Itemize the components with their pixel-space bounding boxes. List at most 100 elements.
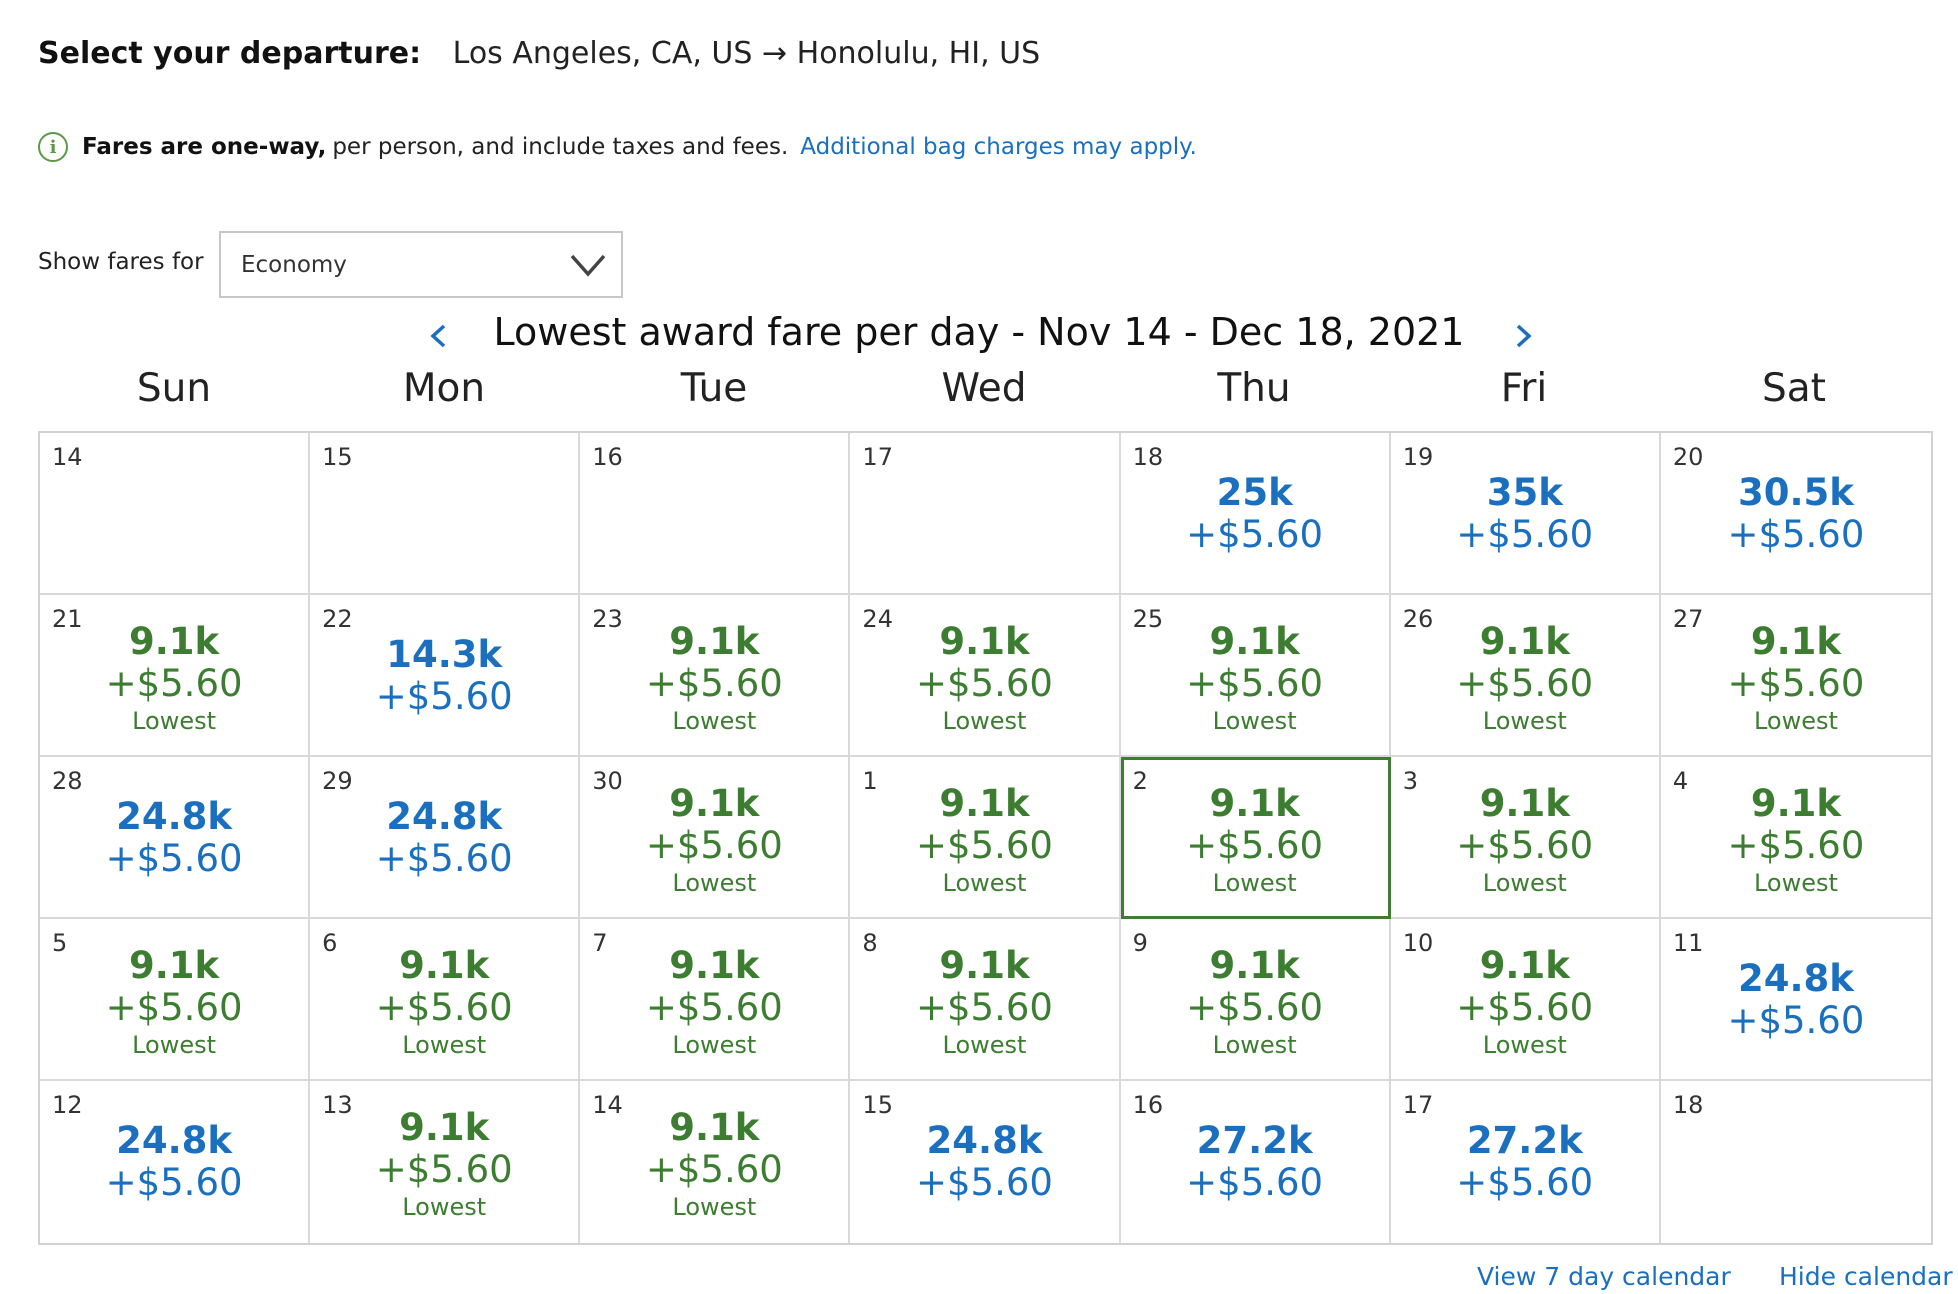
- calendar-day-cell[interactable]: 7 9.1k +$5.60 Lowest: [580, 919, 851, 1081]
- fare: 24.8k +$5.60: [850, 1120, 1118, 1204]
- fare-tax: +$5.60: [375, 986, 513, 1029]
- calendar-day-cell[interactable]: 16 27.2k +$5.60: [1121, 1081, 1391, 1243]
- fare-miles: 9.1k: [669, 1106, 760, 1149]
- fare-info-note: i Fares are one-way, per person, and inc…: [38, 132, 1197, 162]
- calendar-day-cell[interactable]: 26 9.1k +$5.60 Lowest: [1390, 595, 1661, 757]
- calendar-day-cell[interactable]: 5 9.1k +$5.60 Lowest: [40, 919, 311, 1081]
- calendar-day-cell[interactable]: 17 27.2k +$5.60: [1391, 1081, 1661, 1243]
- fare-miles: 9.1k: [939, 944, 1030, 987]
- calendar-day-cell[interactable]: 30 9.1k +$5.60 Lowest: [580, 757, 851, 919]
- calendar-day-cell[interactable]: 15 24.8k +$5.60: [850, 1081, 1121, 1243]
- fare-miles: 9.1k: [1750, 782, 1841, 825]
- fare-miles: 30.5k: [1737, 471, 1854, 514]
- day-number: 14: [592, 1091, 623, 1119]
- lowest-fare: 9.1k +$5.60 Lowest: [580, 945, 848, 1061]
- day-number: 6: [322, 929, 338, 957]
- calendar-day-cell[interactable]: 22 14.3k +$5.60: [310, 595, 581, 757]
- calendar-day-cell[interactable]: 9 9.1k +$5.60 Lowest: [1120, 919, 1391, 1081]
- fare-miles: 24.8k: [386, 795, 503, 838]
- next-month-arrow-icon[interactable]: [1508, 318, 1538, 354]
- view-7-day-calendar-link[interactable]: View 7 day calendar: [1477, 1262, 1731, 1291]
- fare-miles: 9.1k: [669, 620, 760, 663]
- lowest-fare: 9.1k +$5.60 Lowest: [850, 621, 1118, 737]
- calendar-day-cell[interactable]: 20 30.5k +$5.60: [1660, 433, 1931, 595]
- day-number: 26: [1402, 605, 1434, 633]
- fare-calendar-grid: 14 15 16 17 18 25k +$5.60 19 35k +$5.60 20 30.5k +$5…: [38, 431, 1933, 1245]
- lowest-fare: 9.1k +$5.60 Lowest: [1121, 621, 1389, 737]
- day-number: 20: [1672, 443, 1704, 471]
- day-number: 22: [322, 605, 353, 633]
- bag-charges-link[interactable]: Additional bag charges may apply.: [800, 134, 1197, 160]
- calendar-day-cell[interactable]: 13 9.1k +$5.60 Lowest: [310, 1081, 581, 1243]
- day-number: 18: [1132, 443, 1164, 471]
- day-number: 17: [1402, 1091, 1434, 1119]
- fare-tax: +$5.60: [105, 837, 243, 880]
- day-number: 9: [1132, 929, 1148, 957]
- day-number: 2: [1132, 767, 1148, 795]
- day-number: 15: [322, 443, 353, 471]
- calendar-day-cell[interactable]: 14 9.1k +$5.60 Lowest: [580, 1081, 851, 1243]
- calendar-day-cell[interactable]: 23 9.1k +$5.60 Lowest: [580, 595, 851, 757]
- calendar-day-cell[interactable]: 14: [40, 433, 311, 595]
- calendar-day-cell[interactable]: 3 9.1k +$5.60 Lowest: [1390, 757, 1661, 919]
- lowest-label: Lowest: [1482, 1031, 1567, 1059]
- day-number: 8: [862, 929, 878, 957]
- fare-class-value: Economy: [241, 251, 347, 278]
- dow-thu: Thu: [1217, 366, 1291, 411]
- calendar-day-cell[interactable]: 28 24.8k +$5.60: [40, 757, 311, 919]
- lowest-label: Lowest: [1753, 869, 1838, 897]
- lowest-label: Lowest: [672, 869, 757, 897]
- lowest-label: Lowest: [1212, 707, 1297, 735]
- calendar-day-cell[interactable]: 17: [850, 433, 1121, 595]
- calendar-day-cell[interactable]: 16: [580, 433, 851, 595]
- fare-miles: 24.8k: [116, 795, 233, 838]
- calendar-day-cell[interactable]: 2 9.1k +$5.60 Lowest: [1120, 757, 1391, 919]
- lowest-fare: 9.1k +$5.60 Lowest: [1391, 621, 1659, 737]
- fare-miles: 9.1k: [1479, 620, 1570, 663]
- dow-wed: Wed: [941, 366, 1027, 411]
- calendar-day-cell[interactable]: 18: [1661, 1081, 1931, 1243]
- lowest-fare: 9.1k +$5.60 Lowest: [1661, 783, 1931, 899]
- dow-sat: Sat: [1762, 366, 1826, 411]
- day-number: 3: [1402, 767, 1418, 795]
- calendar-day-cell[interactable]: 4 9.1k +$5.60 Lowest: [1660, 757, 1931, 919]
- fare-miles: 9.1k: [1479, 782, 1570, 825]
- lowest-fare: 9.1k +$5.60 Lowest: [40, 621, 308, 737]
- lowest-fare: 9.1k +$5.60 Lowest: [1121, 945, 1389, 1061]
- calendar-day-cell[interactable]: 11 24.8k +$5.60: [1660, 919, 1931, 1081]
- fare-class-select[interactable]: Economy: [219, 231, 623, 298]
- fare: 25k +$5.60: [1121, 472, 1389, 556]
- day-number: 12: [52, 1091, 83, 1119]
- calendar-day-cell[interactable]: 15: [310, 433, 581, 595]
- calendar-day-cell[interactable]: 8 9.1k +$5.60 Lowest: [850, 919, 1121, 1081]
- calendar-day-cell[interactable]: 21 9.1k +$5.60 Lowest: [40, 595, 311, 757]
- lowest-label: Lowest: [672, 1193, 757, 1221]
- calendar-day-cell[interactable]: 25 9.1k +$5.60 Lowest: [1120, 595, 1391, 757]
- fare-miles: 9.1k: [1750, 620, 1841, 663]
- calendar-day-cell[interactable]: 27 9.1k +$5.60 Lowest: [1660, 595, 1931, 757]
- fare-miles: 25k: [1216, 471, 1293, 514]
- fare-tax: +$5.60: [105, 986, 243, 1029]
- day-number: 4: [1672, 767, 1689, 795]
- day-number: 18: [1672, 1091, 1704, 1119]
- fare-tax: +$5.60: [1456, 662, 1594, 705]
- fare-tax: +$5.60: [1727, 824, 1865, 867]
- calendar-day-cell[interactable]: 24 9.1k +$5.60 Lowest: [850, 595, 1121, 757]
- fare-miles: 9.1k: [128, 620, 220, 663]
- departure-header: Select your departure: Los Angeles, CA, …: [38, 36, 1040, 71]
- day-number: 23: [592, 605, 623, 633]
- hide-calendar-link[interactable]: Hide calendar: [1779, 1262, 1953, 1291]
- calendar-day-cell[interactable]: 10 9.1k +$5.60 Lowest: [1390, 919, 1661, 1081]
- calendar-day-cell[interactable]: 6 9.1k +$5.60 Lowest: [310, 919, 581, 1081]
- calendar-day-cell[interactable]: 29 24.8k +$5.60: [310, 757, 581, 919]
- calendar-day-cell[interactable]: 12 24.8k +$5.60: [40, 1081, 311, 1243]
- calendar-day-cell[interactable]: 18 25k +$5.60: [1120, 433, 1391, 595]
- calendar-day-cell[interactable]: 1 9.1k +$5.60 Lowest: [850, 757, 1121, 919]
- fare-miles: 9.1k: [128, 944, 220, 987]
- fare-tax: +$5.60: [645, 986, 783, 1029]
- calendar-day-cell[interactable]: 19 35k +$5.60: [1390, 433, 1661, 595]
- fare: 24.8k +$5.60: [310, 796, 578, 880]
- day-number: 5: [52, 929, 68, 957]
- dow-sun: Sun: [136, 366, 212, 411]
- previous-month-arrow-icon[interactable]: [424, 318, 454, 354]
